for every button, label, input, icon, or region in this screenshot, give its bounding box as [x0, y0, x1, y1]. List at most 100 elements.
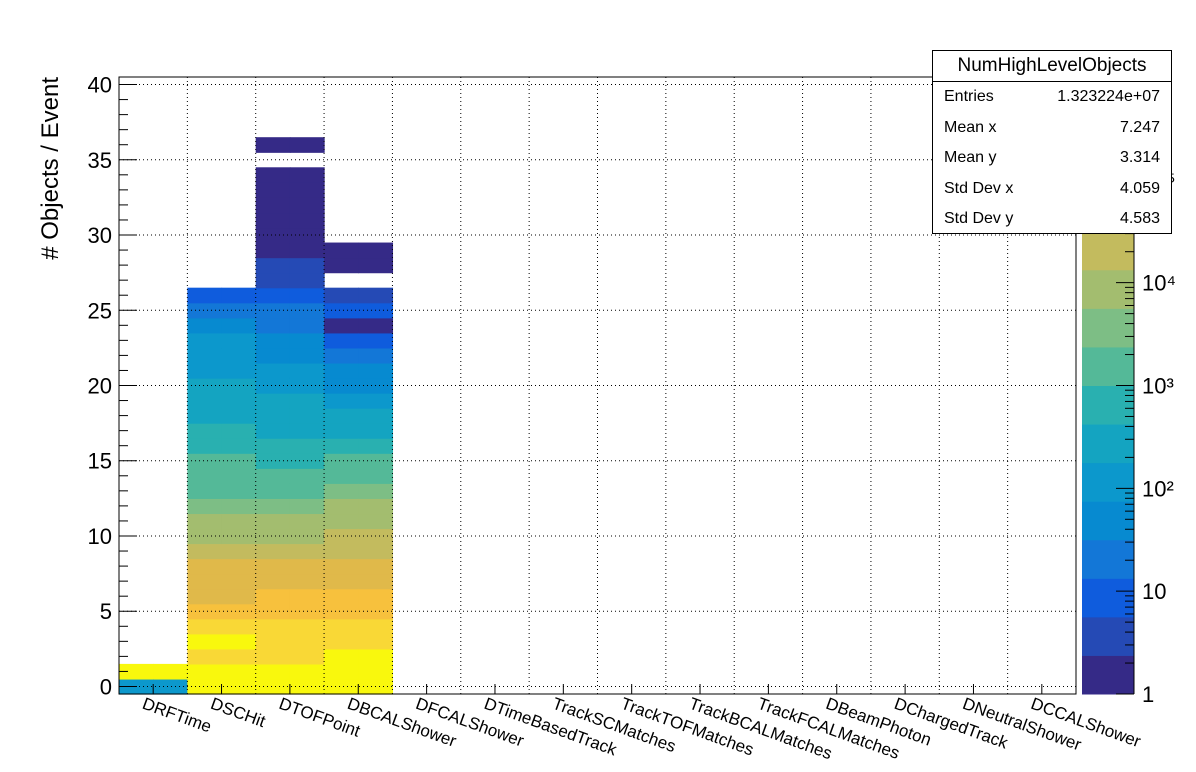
- color-scale-swatch: [1082, 308, 1134, 348]
- heatmap-cell: [255, 603, 291, 620]
- heatmap-cell: [221, 618, 257, 635]
- y-tick-label: 0: [100, 674, 112, 699]
- y-tick-label: 35: [88, 148, 112, 173]
- heatmap-cell: [153, 663, 188, 680]
- heatmap-cell: [324, 317, 359, 334]
- stats-row: Std Dev x 4.059: [933, 174, 1171, 205]
- heatmap-cell: [358, 287, 394, 304]
- heatmap-cell: [358, 543, 394, 560]
- heatmap-cell: [221, 377, 257, 394]
- heatmap-cell: [187, 332, 223, 349]
- heatmap-cell: [324, 453, 359, 469]
- y-tick-label: 40: [88, 73, 112, 98]
- heatmap-cell: [324, 528, 359, 545]
- stats-row: Mean y 3.314: [933, 143, 1171, 174]
- heatmap-cell: [187, 513, 223, 530]
- heatmap-cell: [187, 287, 223, 304]
- heatmap-cell: [324, 408, 359, 424]
- color-scale-swatch: [1082, 616, 1134, 656]
- heatmap-cell: [289, 317, 325, 334]
- heatmap-cell: [358, 468, 394, 484]
- heatmap-cell: [289, 558, 325, 575]
- heatmap-cell: [358, 633, 394, 650]
- heatmap-cell: [221, 302, 257, 319]
- heatmap-cell: [221, 483, 257, 499]
- heatmap-cell: [324, 573, 359, 590]
- heatmap-cell: [187, 588, 223, 605]
- heatmap-cell: [289, 513, 325, 530]
- heatmap-cell: [255, 393, 291, 409]
- stats-label: Std Dev y: [944, 210, 1014, 227]
- heatmap-cell: [358, 558, 394, 575]
- heatmap-cell: [187, 438, 223, 454]
- heatmap-cell: [255, 498, 291, 515]
- heatmap-cell: [255, 137, 291, 153]
- heatmap-cell: [358, 408, 394, 424]
- heatmap-cell: [187, 347, 223, 364]
- stats-row: Mean x 7.247: [933, 113, 1171, 144]
- color-scale-swatch: [1082, 462, 1134, 502]
- heatmap-cell: [289, 332, 325, 349]
- heatmap-cell: [221, 678, 257, 695]
- heatmap-cell: [187, 543, 223, 560]
- heatmap-cell: [119, 663, 154, 680]
- heatmap-cell: [221, 393, 257, 409]
- heatmap-cell: [289, 648, 325, 665]
- heatmap-cell: [255, 483, 291, 499]
- stats-box: NumHighLevelObjects Entries 1.323224e+07 M…: [932, 50, 1172, 234]
- y-tick-label: 15: [88, 449, 112, 474]
- heatmap-cell: [358, 393, 394, 409]
- y-axis-label: # Objects / Event: [37, 77, 64, 260]
- color-scale-swatch: [1082, 231, 1134, 271]
- heatmap-cell: [358, 332, 394, 349]
- heatmap-cell: [221, 453, 257, 469]
- heatmap-cell: [358, 483, 394, 499]
- heatmap-cell: [324, 498, 359, 515]
- heatmap-cell: [324, 242, 359, 259]
- stats-value: 7.247: [1119, 118, 1160, 136]
- heatmap-cell: [221, 603, 257, 620]
- heatmap-cells: [119, 137, 394, 695]
- heatmap-cell: [187, 468, 223, 484]
- heatmap-cell: [255, 182, 291, 198]
- heatmap-cell: [255, 197, 291, 214]
- heatmap-cell: [255, 648, 291, 665]
- heatmap-cell: [358, 618, 394, 635]
- heatmap-cell: [187, 633, 223, 650]
- heatmap-cell: [324, 483, 359, 499]
- stats-row: Std Dev y 4.583: [933, 204, 1171, 235]
- heatmap-cell: [187, 423, 223, 439]
- heatmap-cell: [221, 468, 257, 484]
- heatmap-cell: [221, 573, 257, 590]
- heatmap-cell: [221, 648, 257, 665]
- heatmap-cell: [255, 287, 291, 304]
- color-scale-swatch: [1082, 578, 1134, 618]
- y-axis-ticks: 0 5 10 15 20 25 30 35 40: [88, 73, 137, 699]
- heatmap-cell: [324, 423, 359, 439]
- stats-label: Entries: [944, 88, 994, 105]
- heatmap-cell: [221, 287, 257, 304]
- heatmap-cell: [255, 227, 291, 244]
- y-tick-label: 30: [88, 223, 112, 248]
- heatmap-cell: [255, 663, 291, 680]
- heatmap-cell: [187, 663, 223, 680]
- heatmap-cell: [358, 423, 394, 439]
- heatmap-cell: [255, 332, 291, 349]
- heatmap-cell: [358, 573, 394, 590]
- heatmap-cell: [221, 498, 257, 515]
- heatmap-cell: [255, 468, 291, 484]
- heatmap-cell: [255, 302, 291, 319]
- heatmap-cell: [289, 272, 325, 289]
- heatmap-cell: [324, 633, 359, 650]
- heatmap-cell: [221, 558, 257, 575]
- heatmap-cell: [324, 663, 359, 680]
- heatmap-cell: [324, 543, 359, 560]
- heatmap-cell: [187, 317, 223, 334]
- heatmap-cell: [187, 573, 223, 590]
- stats-title: NumHighLevelObjects: [933, 51, 1171, 82]
- heatmap-cell: [255, 618, 291, 635]
- heatmap-cell: [255, 453, 291, 469]
- heatmap-cell: [289, 483, 325, 499]
- y-tick-label: 20: [88, 374, 112, 399]
- heatmap-cell: [289, 468, 325, 484]
